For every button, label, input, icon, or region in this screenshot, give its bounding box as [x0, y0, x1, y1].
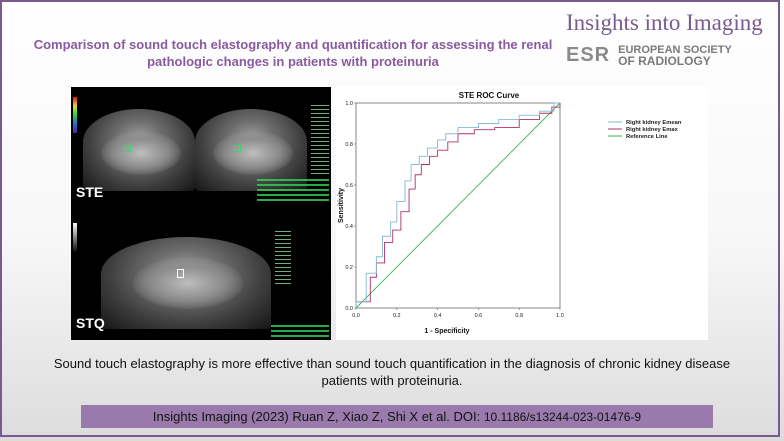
stq-label: STQ — [76, 315, 105, 331]
x-axis-label: 1 - Specificity — [424, 328, 469, 335]
stq-parameter-column — [275, 231, 291, 287]
citation-bar: Insights Imaging (2023) Ruan Z, Xiao Z, … — [81, 405, 713, 428]
society-name: EUROPEAN SOCIETY OF RADIOLOGY — [618, 43, 732, 68]
series-line-right-kidney-emax — [355, 103, 561, 308]
y-tick-label: 0.4 — [345, 224, 353, 230]
ste-label: STE — [76, 184, 104, 200]
y-tick-label: 0.2 — [345, 265, 353, 271]
headline: Comparison of sound touch elastography a… — [33, 37, 553, 69]
x-tick-label: 0.6 — [475, 313, 483, 319]
chart-title: STE ROC Curve — [459, 91, 520, 100]
x-tick-label: 0.4 — [434, 313, 442, 319]
x-tick-label: 0.0 — [352, 313, 360, 319]
society-line-1: EUROPEAN SOCIETY — [618, 43, 732, 56]
ste-measurement-table — [257, 179, 329, 203]
legend-label: Right kidney Emax — [626, 127, 679, 133]
ste-left-kidney — [101, 131, 181, 175]
series-line-right-kidney-emean — [355, 102, 560, 308]
x-tick-label: 1.0 — [556, 313, 564, 319]
grayscale-bar — [73, 223, 77, 253]
y-tick-label: 1.0 — [345, 101, 353, 107]
ste-left-roi — [123, 145, 131, 152]
ste-right-roi — [233, 145, 241, 152]
y-tick-label: 0.6 — [345, 183, 353, 189]
stq-kidney — [133, 257, 243, 309]
stq-measurement-table — [271, 325, 329, 337]
plot-area: 0.0 0.2 0.4 0.6 0.8 1.0 0.0 0.2 0.4 0.6 0.8 1.0 — [345, 101, 563, 319]
y-tick-label: 0.8 — [345, 142, 353, 148]
x-tick-label: 0.2 — [393, 313, 401, 319]
elasticity-color-scale — [73, 97, 77, 133]
conclusion-text: Sound touch elastography is more effecti… — [53, 356, 731, 388]
ste-ultrasound-image: STE — [71, 87, 331, 207]
stq-roi — [177, 269, 184, 278]
y-tick-label: 0.0 — [345, 306, 353, 312]
esr-logo-mark: ESR — [566, 44, 611, 66]
plot-frame — [355, 102, 561, 309]
x-tick-label: 0.8 — [515, 313, 523, 319]
ste-right-kidney — [213, 131, 293, 175]
esr-logo: ESR EUROPEAN SOCIETY OF RADIOLOGY — [566, 44, 732, 67]
citation-doi: 10.1186/s13244-023-01476-9 — [483, 410, 642, 424]
series-line-reference-line — [355, 102, 561, 309]
y-axis-label: Sensitivity — [338, 188, 345, 223]
stq-ultrasound-image: STQ — [71, 213, 331, 340]
society-line-2: OF RADIOLOGY — [618, 53, 711, 68]
citation-text: Insights Imaging (2023) Ruan Z, Xiao Z, … — [152, 409, 484, 424]
ste-parameter-column — [311, 105, 329, 175]
roc-chart-panel: STE ROC Curve 1 - Specificity Sensitivit… — [336, 86, 708, 340]
legend-label: Reference Line — [626, 134, 668, 140]
journal-title: Insights into Imaging — [566, 10, 763, 35]
ultrasound-images-panel: STE STQ — [71, 87, 331, 340]
legend-label: Right kidney Emean — [626, 120, 682, 126]
roc-chart: STE ROC Curve 1 - Specificity Sensitivit… — [338, 91, 682, 335]
